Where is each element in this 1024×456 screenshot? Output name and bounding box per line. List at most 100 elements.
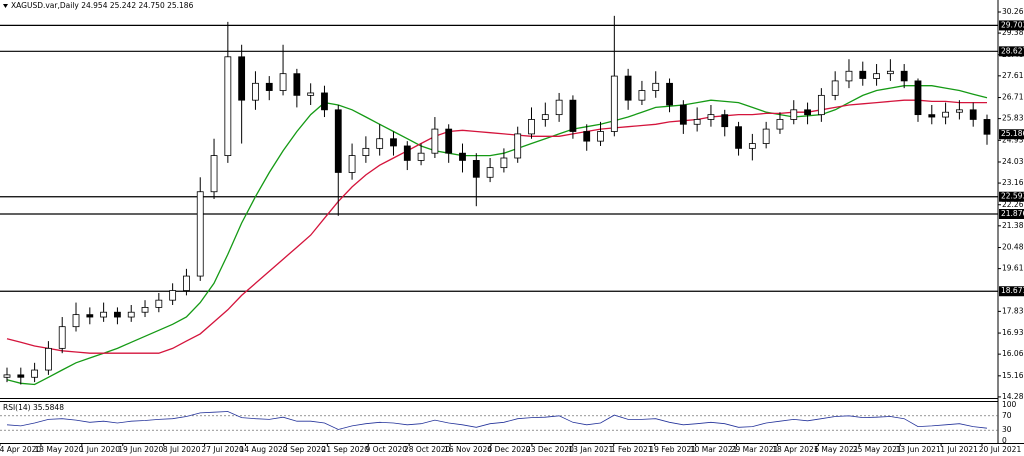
candle-body (679, 104, 687, 125)
y-tick-label: 23.160 (1002, 178, 1024, 187)
last-price-box (999, 129, 1024, 140)
candle-body (969, 109, 977, 120)
candle-body (666, 82, 673, 106)
candle-body (127, 311, 135, 318)
x-tick-label: 29 Mar 2021 (731, 445, 779, 454)
candle-body (196, 191, 204, 277)
level-box (999, 286, 1024, 297)
y-tick-label: 22.260 (1002, 200, 1024, 209)
candle-body (721, 114, 729, 128)
level-label: 29.703 (1001, 20, 1024, 29)
candle-body (776, 119, 784, 130)
candle-body (265, 82, 273, 91)
x-tick-label: 2 Sep 2020 (283, 445, 326, 454)
candle-body (928, 114, 936, 118)
y-tick-label: 14.285 (1002, 392, 1024, 401)
candle-body (252, 82, 259, 101)
x-tick-label: 24 Apr 2020 (0, 445, 41, 454)
candle-body (555, 99, 563, 116)
candle-body (514, 133, 522, 159)
y-tick-label: 19.610 (1002, 264, 1024, 273)
level-label: 21.876 (1001, 209, 1024, 218)
candle-body (955, 109, 963, 113)
x-tick-label: 9 Oct 2020 (365, 445, 407, 454)
candle-body (914, 80, 922, 116)
x-tick-label: 19 Jun 2020 (118, 445, 163, 454)
x-tick-label: 19 Feb 2021 (649, 445, 696, 454)
candle-body (652, 82, 660, 91)
x-tick-label: 4 Dec 2020 (487, 445, 530, 454)
candle-body (610, 75, 618, 132)
x-tick-label: 13 May 2020 (34, 445, 83, 454)
y-tick-label: 16.060 (1002, 349, 1024, 358)
y-tick-label: 27.610 (1002, 71, 1024, 80)
candle-body (735, 126, 742, 149)
candle-body (403, 145, 411, 161)
x-tick-label: 25 May 2021 (853, 445, 902, 454)
candle-body (362, 147, 370, 156)
candle-body (638, 90, 646, 101)
candle-body (942, 111, 949, 118)
x-tick-label: 28 Oct 2020 (404, 445, 451, 454)
candle-body (376, 138, 384, 149)
y-tick-label: 24.935 (1002, 135, 1024, 144)
candle-body (210, 155, 218, 193)
candle-body (983, 119, 991, 135)
candle-body (307, 92, 315, 96)
x-tick-label: 27 Jul 2020 (201, 445, 244, 454)
rsi-title: RSI(14) 35.5848 (3, 403, 64, 412)
y-tick-label: 25.835 (1002, 114, 1024, 123)
candle-body (693, 119, 701, 125)
y-tick-label: 24.035 (1002, 157, 1024, 166)
x-tick-label: 6 May 2021 (814, 445, 858, 454)
x-tick-label: 10 Mar 2021 (690, 445, 738, 454)
candle-body (72, 314, 80, 328)
rsi-tick-label: 0 (1002, 436, 1007, 445)
candle-body (348, 155, 356, 173)
level-box (999, 20, 1024, 31)
y-tick-label: 20.485 (1002, 243, 1024, 252)
last-price-label: 25.186 (1001, 129, 1024, 138)
x-tick-label: 21 Sep 2020 (322, 445, 370, 454)
candle-body (17, 374, 25, 378)
candle-body (873, 73, 880, 79)
candle-body (155, 299, 163, 308)
candle-body (141, 307, 149, 313)
y-tick-label: 26.710 (1002, 93, 1024, 102)
candle-body (459, 152, 466, 161)
candle-body (86, 314, 94, 318)
level-box (999, 46, 1024, 57)
rsi-tick-label: 70 (1002, 411, 1012, 420)
candle-body (417, 152, 425, 161)
x-tick-label: 20 Jul 2021 (979, 445, 1022, 454)
level-label: 28.627 (1001, 46, 1024, 55)
x-tick-label: 1 Feb 2021 (611, 445, 653, 454)
x-tick-label: 23 Dec 2020 (526, 445, 574, 454)
candle-body (486, 167, 494, 178)
candle-body (279, 73, 287, 91)
candle-body (541, 114, 549, 120)
x-tick-label: 1 Jun 2020 (80, 445, 121, 454)
x-tick-label: 13 Jan 2021 (568, 445, 613, 454)
rsi-line (6, 411, 988, 430)
candle-body (583, 131, 591, 142)
candle-body (334, 109, 342, 173)
x-tick-label: 13 Jun 2021 (896, 445, 941, 454)
candle-body (804, 109, 811, 116)
candle-body (58, 326, 66, 349)
level-label: 18.671 (1001, 286, 1024, 295)
candle-body (45, 347, 52, 371)
level-box (999, 191, 1024, 202)
candle-body (431, 128, 439, 154)
candle-body (831, 80, 839, 96)
x-tick-label: 14 Aug 2020 (239, 445, 287, 454)
candle-body (472, 160, 480, 178)
candle-body (114, 311, 121, 318)
candle-body (238, 56, 246, 101)
candle-body (31, 369, 39, 378)
candle-body (390, 138, 397, 147)
candle-body (817, 94, 825, 116)
y-tick-label: 15.160 (1002, 371, 1024, 380)
